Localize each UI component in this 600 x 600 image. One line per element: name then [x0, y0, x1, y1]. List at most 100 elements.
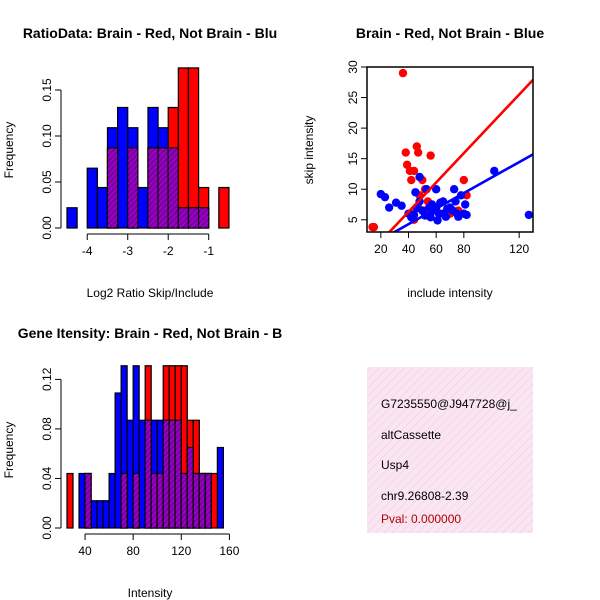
ratio-histogram-bars [66, 67, 230, 229]
ratio-histogram-x-tick-label: -4 [82, 244, 93, 258]
intensity-histogram-bar-overlap-hatch [199, 473, 206, 528]
scatter-y-tick-label: 10 [346, 182, 360, 196]
ratio-histogram-axes: -4 -3 -2 -1 0.00 0.05 0.10 0.15 [40, 78, 214, 258]
ratio-histogram-bar-overlap-hatch [168, 147, 179, 228]
intensity-histogram-bar-not-brain [114, 392, 122, 529]
intensity-histogram-xlabel: Intensity [128, 586, 173, 600]
scatter-x-tick-label: 60 [429, 242, 443, 256]
scatter-xlabel: include intensity [407, 286, 492, 300]
intensity-histogram-bar-overlap-hatch [121, 473, 128, 528]
intensity-histogram-bar-overlap-hatch [163, 420, 170, 528]
scatter-y-tick-label: 30 [346, 60, 360, 74]
scatter-x-tick-label: 40 [402, 242, 416, 256]
ratio-histogram-bar-overlap-hatch [107, 147, 118, 228]
info-location: chr9.26808-2.39 [381, 489, 469, 503]
intensity-histogram-y-tick-label: 0.04 [40, 466, 54, 490]
intensity-histogram-x-tick-label: 40 [78, 544, 92, 558]
intensity-histogram-bar-not-brain [108, 472, 116, 529]
intensity-histogram-bar-brain [210, 472, 218, 529]
scatter-point-not-brain [449, 185, 459, 194]
intensity-histogram-axes: 40 80 120 160 0.00 0.04 0.08 0.12 [40, 367, 240, 558]
scatter-y-tick-label: 5 [346, 216, 360, 223]
ratio-histogram-bar-overlap-hatch [178, 207, 189, 228]
ratio-histogram-bar-overlap-hatch [147, 147, 159, 228]
ratio-histogram-title: RatioData: Brain - Red, Not Brain - Blu [23, 25, 277, 41]
intensity-histogram-ylabel: Frequency [2, 422, 16, 479]
scatter-y-tick-label: 25 [346, 91, 360, 105]
intensity-histogram-bar-not-brain [90, 500, 98, 529]
scatter-point-not-brain [397, 201, 406, 210]
info-id-text: G7235550@J947728@j_ [381, 397, 517, 411]
scatter-point-brain [407, 175, 416, 185]
intensity-histogram-x-tick-label: 80 [126, 544, 140, 558]
ratio-histogram-y-tick-label: 0.00 [40, 216, 54, 240]
scatter-point-not-brain [409, 210, 419, 220]
ratio-histogram-bar-not-brain [137, 186, 149, 229]
scatter-point-brain [413, 148, 423, 157]
info-event-type: altCassette [381, 428, 441, 442]
info-pval: Pval: 0.000000 [381, 512, 461, 526]
scatter-point-not-brain [426, 213, 435, 222]
info-box: G7235550@J947728@j_ altCassette Usp4 chr… [367, 367, 533, 533]
intensity-histogram-y-tick-label: 0.12 [40, 367, 54, 391]
intensity-histogram-panel: Gene Itensity: Brain - Red, Not Brain - … [2, 325, 282, 600]
intensity-histogram-bar-overlap-hatch [169, 420, 176, 528]
scatter-point-brain [401, 148, 410, 157]
intensity-histogram-bar-not-brain [126, 419, 134, 529]
scatter-point-brain [398, 68, 408, 78]
ratio-histogram-y-tick-label: 0.10 [40, 124, 54, 148]
ratio-histogram-xlabel: Log2 Ratio Skip/Include [87, 286, 214, 300]
ratio-histogram-y-tick-label: 0.05 [40, 170, 54, 194]
info-gene: Usp4 [381, 458, 409, 472]
intensity-histogram-title: Gene Itensity: Brain - Red, Not Brain - … [18, 325, 282, 341]
intensity-histogram-y-tick-label: 0.08 [40, 417, 54, 441]
scatter-ylabel: skip intensity [302, 116, 316, 185]
intensity-histogram-bars [66, 365, 224, 529]
scatter-point-not-brain [524, 210, 533, 220]
intensity-histogram-bar-not-brain [216, 446, 224, 529]
scatter-point-not-brain [431, 185, 441, 194]
intensity-histogram-bar-overlap-hatch [157, 473, 164, 528]
intensity-histogram-bar-brain [66, 472, 74, 529]
scatter-points [368, 68, 533, 232]
ratio-histogram-bar-overlap-hatch [188, 207, 199, 228]
ratio-histogram-bar-overlap-hatch [158, 147, 169, 228]
scatter-x-tick-label: 80 [457, 242, 471, 256]
ratio-histogram-x-tick-label: -3 [122, 244, 133, 258]
scatter-point-brain [426, 151, 435, 160]
intensity-histogram-x-tick-label: 120 [171, 544, 191, 558]
ratio-histogram-bar-not-brain [96, 186, 109, 229]
ratio-histogram-bar-brain [218, 186, 230, 229]
intensity-histogram-bar-overlap-hatch [145, 420, 152, 528]
scatter-panel: Brain - Red, Not Brain - Blue 20 40 60 80 12… [302, 25, 544, 300]
ratio-histogram-panel: RatioData: Brain - Red, Not Brain - Blu … [2, 25, 277, 300]
ratio-histogram-bar-not-brain [117, 106, 129, 229]
scatter-point-brain [409, 166, 419, 176]
scatter-point-not-brain [462, 210, 471, 220]
scatter-point-not-brain [441, 212, 451, 221]
scatter-x-tick-label: 120 [509, 242, 529, 256]
intensity-histogram-bar-not-brain [102, 500, 110, 529]
ratio-histogram-bar-not-brain [66, 207, 78, 229]
intensity-histogram-bar-overlap-hatch [193, 473, 200, 528]
ratio-histogram-bar-overlap-hatch [198, 207, 209, 228]
intensity-histogram-bar-overlap-hatch [181, 473, 188, 528]
ratio-histogram-x-tick-label: -1 [203, 244, 214, 258]
scatter-point-not-brain [411, 188, 420, 197]
scatter-point-not-brain [433, 216, 442, 225]
scatter-point-not-brain [415, 172, 424, 182]
info-box-background [367, 367, 533, 533]
scatter-point-not-brain [380, 192, 390, 202]
intensity-histogram-bar-overlap-hatch [175, 420, 182, 528]
scatter-point-not-brain [384, 203, 394, 212]
scatter-plot-box [366, 66, 534, 233]
scatter-point-brain [369, 222, 379, 232]
ratio-histogram-y-tick-label: 0.15 [40, 78, 54, 102]
scatter-fit-line-not-brain [391, 152, 533, 232]
scatter-title: Brain - Red, Not Brain - Blue [356, 25, 544, 41]
intensity-histogram-bar-not-brain [78, 472, 86, 529]
intensity-histogram-bar-overlap-hatch [205, 473, 212, 528]
ratio-histogram-bar-brain [177, 67, 190, 229]
scatter-x-tick-label: 20 [374, 242, 388, 256]
